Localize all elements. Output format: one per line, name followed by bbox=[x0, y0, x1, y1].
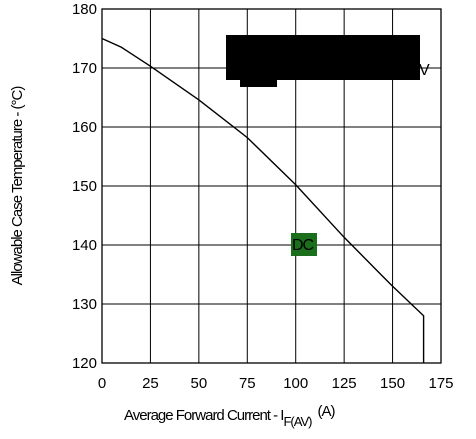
y-tick-label: 160 bbox=[72, 119, 97, 136]
y-tick-label: 120 bbox=[72, 355, 97, 372]
redaction-block-tab bbox=[240, 78, 277, 87]
dc-marker-box bbox=[291, 233, 317, 256]
y-tick-label: 130 bbox=[72, 296, 97, 313]
x-axis-label-main: Average Forward Current - I bbox=[124, 407, 283, 424]
x-tick-label: 175 bbox=[428, 375, 453, 392]
y-tick-labels: 120 130 140 150 160 170 180 bbox=[72, 1, 97, 372]
annotation-v: V bbox=[419, 62, 430, 79]
plot-frame bbox=[101, 8, 442, 364]
y-tick-label: 140 bbox=[72, 237, 97, 254]
y-axis-label: Allowable Case Temperature - (°C) bbox=[9, 86, 26, 286]
x-axis-label: Average Forward Current - IF(AV) (A) bbox=[124, 403, 335, 429]
x-tick-labels: 0 25 50 75 100 125 150 175 bbox=[98, 375, 454, 392]
x-tick-label: 150 bbox=[380, 375, 405, 392]
x-tick-label: 50 bbox=[191, 375, 208, 392]
y-tick-label: 170 bbox=[72, 60, 97, 77]
x-tick-label: 75 bbox=[239, 375, 256, 392]
horizontal-gridlines bbox=[102, 67, 441, 305]
x-tick-label: 125 bbox=[332, 375, 357, 392]
annotation-dc: DC bbox=[292, 237, 314, 254]
series-line-dc bbox=[101, 37, 425, 363]
y-tick-label: 150 bbox=[72, 178, 97, 195]
redaction-block bbox=[226, 35, 420, 80]
x-tick-label: 0 bbox=[98, 375, 106, 392]
x-axis-label-unit: (A) bbox=[317, 403, 335, 420]
x-axis-label-subscript: F(AV) bbox=[283, 414, 312, 429]
x-tick-label: 100 bbox=[283, 375, 308, 392]
x-tick-label: 25 bbox=[142, 375, 159, 392]
y-tick-label: 180 bbox=[72, 1, 97, 18]
